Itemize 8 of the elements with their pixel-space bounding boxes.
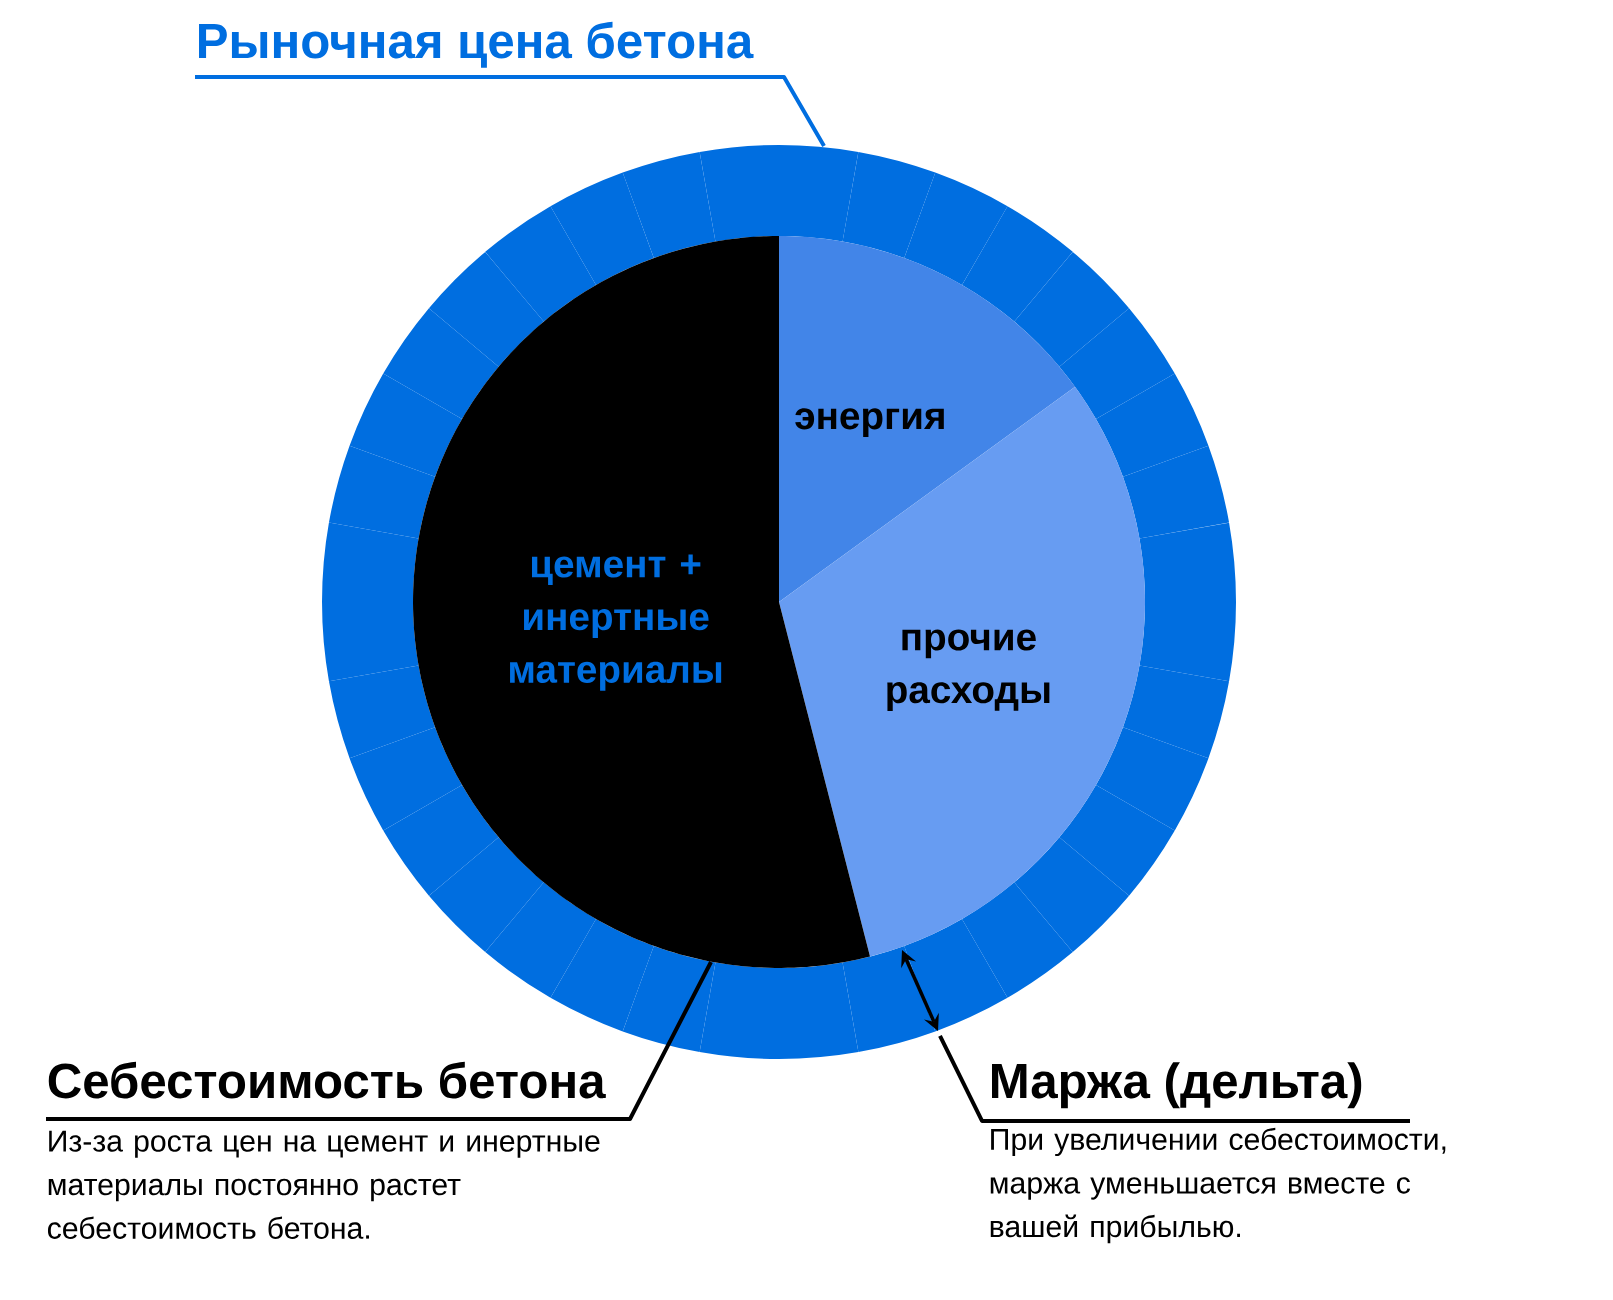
chart-title: Рыночная цена бетона [199, 21, 754, 68]
slice-label: цемент + инертные материалы [510, 554, 722, 691]
text: Из-за роста цен на цемент и инертные материалы постоянно растет себестоимость бетона. [47, 1130, 600, 1239]
slice-label: прочие расходы [887, 629, 1050, 711]
text: При увеличении себестоимости, маржа уменьшается вместе с вашей прибылью. [990, 1127, 1446, 1244]
text: Себестоимость бетона [48, 1061, 606, 1099]
slice-label: энергия [795, 408, 944, 438]
text: Маржа (дельта) [992, 1062, 1362, 1109]
